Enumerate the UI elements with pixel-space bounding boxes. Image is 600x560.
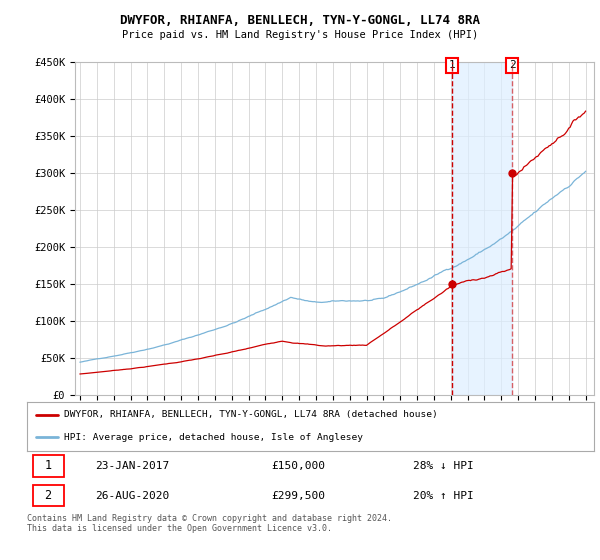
FancyBboxPatch shape — [32, 485, 64, 506]
Text: Price paid vs. HM Land Registry's House Price Index (HPI): Price paid vs. HM Land Registry's House … — [122, 30, 478, 40]
Text: DWYFOR, RHIANFA, BENLLECH, TYN-Y-GONGL, LL74 8RA (detached house): DWYFOR, RHIANFA, BENLLECH, TYN-Y-GONGL, … — [64, 410, 437, 419]
Text: 2: 2 — [44, 489, 52, 502]
Text: 1: 1 — [44, 459, 52, 473]
Text: £299,500: £299,500 — [271, 491, 325, 501]
Bar — [452, 62, 512, 395]
FancyBboxPatch shape — [32, 455, 64, 477]
Text: 20% ↑ HPI: 20% ↑ HPI — [413, 491, 473, 501]
Text: HPI: Average price, detached house, Isle of Anglesey: HPI: Average price, detached house, Isle… — [64, 433, 363, 442]
Text: 23-JAN-2017: 23-JAN-2017 — [95, 461, 169, 471]
Text: DWYFOR, RHIANFA, BENLLECH, TYN-Y-GONGL, LL74 8RA: DWYFOR, RHIANFA, BENLLECH, TYN-Y-GONGL, … — [120, 14, 480, 27]
Text: 2: 2 — [509, 60, 515, 71]
Text: £150,000: £150,000 — [271, 461, 325, 471]
Text: 28% ↓ HPI: 28% ↓ HPI — [413, 461, 473, 471]
Text: Contains HM Land Registry data © Crown copyright and database right 2024.
This d: Contains HM Land Registry data © Crown c… — [27, 514, 392, 534]
Text: 1: 1 — [449, 60, 455, 71]
Text: 26-AUG-2020: 26-AUG-2020 — [95, 491, 169, 501]
